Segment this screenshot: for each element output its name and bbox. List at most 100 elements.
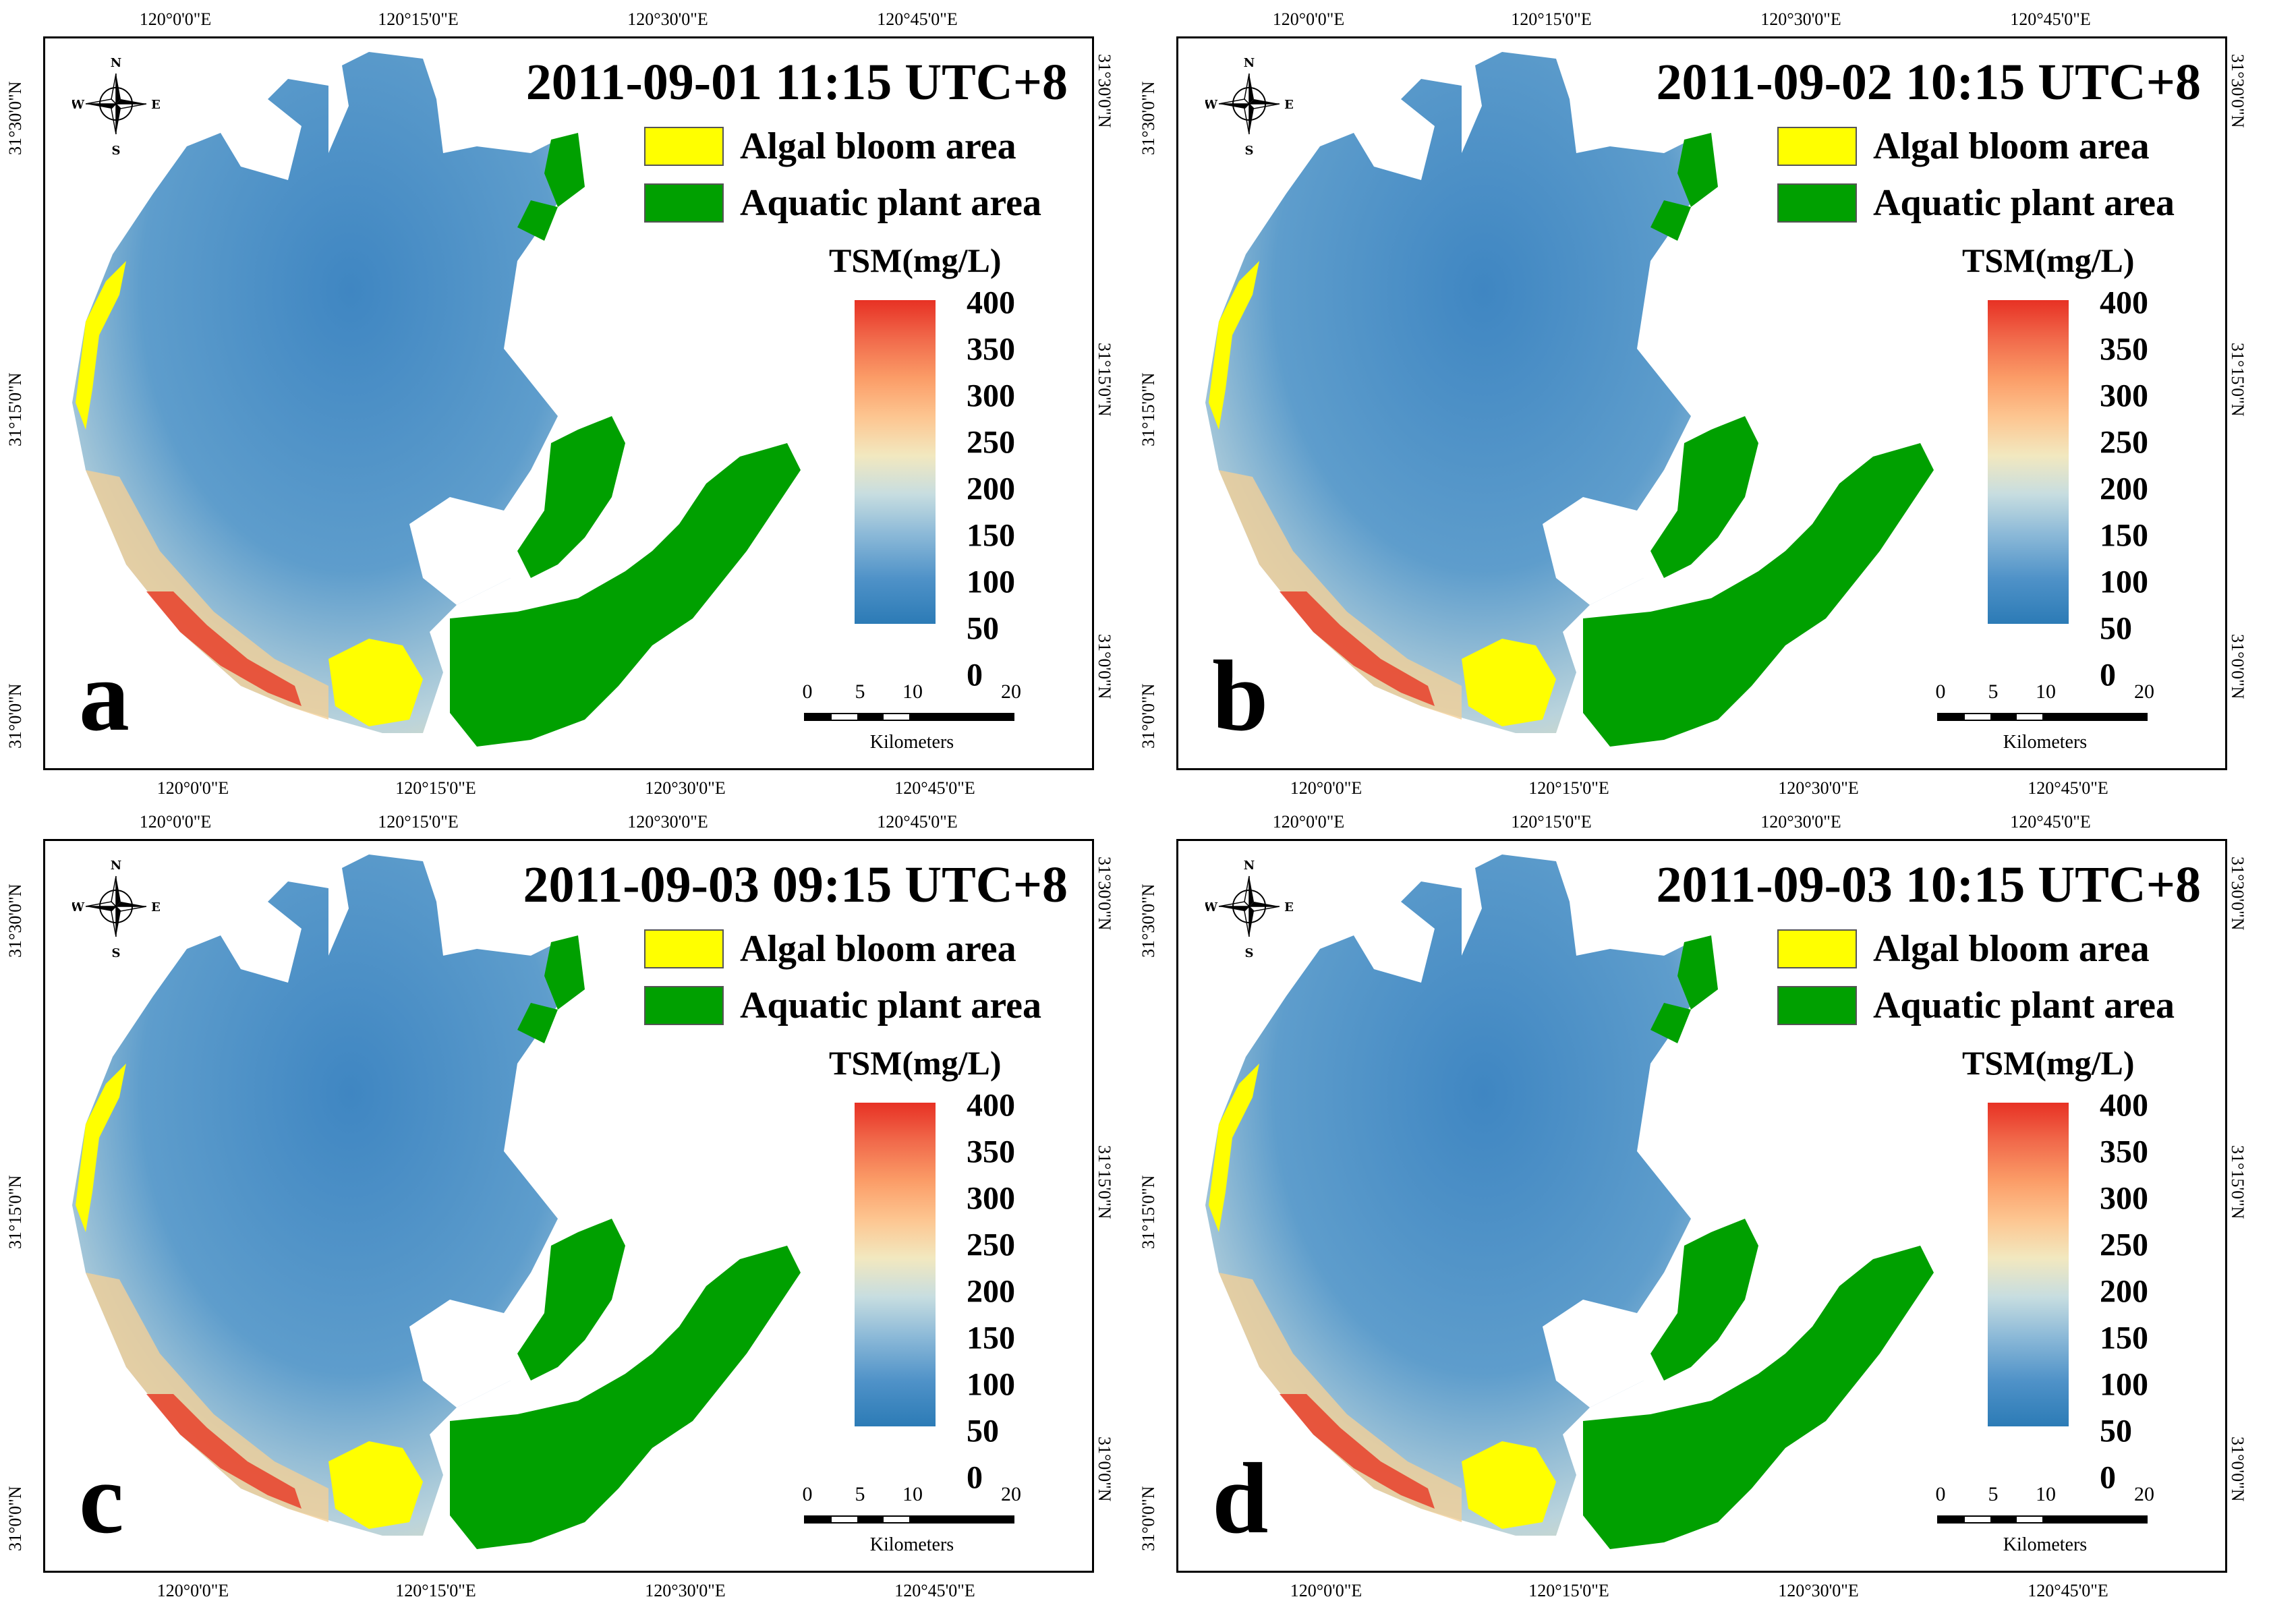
colorbar-label: 300 bbox=[967, 378, 1015, 414]
north-arrow-icon: N S E W bbox=[1205, 859, 1293, 960]
north-arrow-icon: N S E W bbox=[72, 859, 160, 960]
lake-map bbox=[72, 52, 801, 747]
scale-tick: 5 bbox=[1988, 680, 1999, 703]
north-arrow-icon: N S E W bbox=[1205, 56, 1293, 158]
aquatic-plant-strip bbox=[517, 200, 558, 241]
map-panel-b: 120°0'0"E 120°15'0"E 120°30'0"E 120°45'0… bbox=[1133, 0, 2247, 798]
lon-tick-top: 120°15'0"E bbox=[378, 812, 459, 832]
compass-n: N bbox=[111, 859, 121, 873]
lat-tick-left: 31°0'0"N bbox=[1139, 1486, 1158, 1551]
lake-south-edge bbox=[86, 1273, 328, 1522]
colorbar-label: 150 bbox=[967, 1320, 1015, 1356]
colorbar-title: TSM(mg/L) bbox=[829, 1044, 1002, 1082]
lat-tick-left: 31°15'0"N bbox=[5, 1175, 25, 1249]
lon-tick-top: 120°0'0"E bbox=[139, 9, 212, 29]
lon-tick-top: 120°45'0"E bbox=[877, 812, 958, 832]
high-tsm-shore bbox=[146, 591, 301, 706]
legend-algal-swatch bbox=[644, 127, 724, 166]
panel-letter: d bbox=[1212, 1443, 1269, 1555]
aquatic-plant-south bbox=[1583, 1246, 1934, 1549]
scale-tick: 10 bbox=[2036, 680, 2056, 703]
algal-bloom-south bbox=[328, 1441, 423, 1529]
legend-algal-label: Algal bloom area bbox=[1873, 125, 2150, 167]
panel-title: 2011-09-03 10:15 UTC+8 bbox=[1656, 857, 2202, 913]
aquatic-plant-bay bbox=[544, 935, 585, 1010]
lon-tick-bottom: 120°0'0"E bbox=[1290, 778, 1362, 798]
legend-plant: Aquatic plant area bbox=[1777, 984, 2175, 1027]
colorbar-label: 50 bbox=[967, 1413, 999, 1449]
lat-tick-right: 31°30'0"N bbox=[1095, 54, 1114, 128]
lat-tick-right: 31°0'0"N bbox=[1095, 634, 1114, 699]
legend-plant-swatch bbox=[644, 986, 724, 1025]
high-tsm-shore bbox=[1280, 591, 1435, 706]
lat-tick-left: 31°0'0"N bbox=[5, 683, 25, 749]
compass-s: S bbox=[1245, 144, 1254, 158]
lat-tick-left: 31°15'0"N bbox=[5, 372, 25, 446]
compass-e: E bbox=[151, 98, 160, 112]
colorbar-label: 250 bbox=[2100, 1227, 2148, 1263]
compass-s: S bbox=[112, 946, 121, 960]
lat-tick-left: 31°15'0"N bbox=[1139, 1175, 1158, 1249]
lat-tick-left: 31°0'0"N bbox=[1139, 683, 1158, 749]
algal-bloom-west bbox=[1209, 1064, 1259, 1232]
legend-algal: Algal bloom area bbox=[644, 927, 1016, 970]
compass-w: W bbox=[1205, 900, 1218, 915]
colorbar-title: TSM(mg/L) bbox=[1962, 1044, 2135, 1082]
scale-tick: 20 bbox=[1001, 1483, 1021, 1505]
legend-plant-label: Aquatic plant area bbox=[740, 182, 1041, 224]
island-white bbox=[409, 1273, 558, 1408]
colorbar-label: 350 bbox=[2100, 1134, 2148, 1170]
lake-map bbox=[1205, 52, 1934, 747]
colorbar-label: 400 bbox=[967, 1087, 1015, 1124]
colorbar-label: 50 bbox=[967, 610, 999, 647]
lon-tick-top: 120°30'0"E bbox=[1760, 812, 1841, 832]
scale-unit: Kilometers bbox=[2003, 1534, 2088, 1555]
legend-algal-swatch bbox=[1777, 929, 1857, 968]
aquatic-plant-east bbox=[1650, 416, 1758, 578]
scale-tick: 10 bbox=[902, 680, 923, 703]
scale-tick: 10 bbox=[2036, 1483, 2056, 1505]
legend-algal: Algal bloom area bbox=[1777, 927, 2150, 970]
panel-letter: b bbox=[1212, 640, 1269, 752]
legend-plant: Aquatic plant area bbox=[644, 181, 1041, 225]
scale-tick: 5 bbox=[855, 1483, 865, 1505]
lon-tick-bottom: 120°30'0"E bbox=[645, 778, 726, 798]
lat-tick-right: 31°15'0"N bbox=[2228, 1145, 2247, 1219]
legend-algal: Algal bloom area bbox=[644, 125, 1016, 168]
aquatic-plant-strip bbox=[1650, 1003, 1691, 1043]
lon-tick-bottom: 120°15'0"E bbox=[1528, 778, 1609, 798]
lat-tick-left: 31°0'0"N bbox=[5, 1486, 25, 1551]
legend-algal-swatch bbox=[1777, 127, 1857, 166]
algal-bloom-south bbox=[328, 639, 423, 726]
legend-plant-swatch bbox=[644, 183, 724, 223]
lon-tick-bottom: 120°30'0"E bbox=[645, 1581, 726, 1600]
colorbar-label: 350 bbox=[967, 331, 1015, 368]
lon-tick-top: 120°30'0"E bbox=[627, 9, 708, 29]
lat-tick-right: 31°15'0"N bbox=[2228, 343, 2247, 417]
colorbar-label: 100 bbox=[967, 564, 1015, 600]
scale-unit: Kilometers bbox=[869, 1534, 954, 1555]
legend-plant-swatch bbox=[1777, 183, 1857, 223]
scale-tick: 5 bbox=[855, 680, 865, 703]
algal-bloom-south bbox=[1462, 1441, 1556, 1529]
legend-algal-label: Algal bloom area bbox=[740, 125, 1016, 167]
aquatic-plant-strip bbox=[517, 1003, 558, 1043]
lon-tick-top: 120°15'0"E bbox=[1511, 9, 1592, 29]
colorbar-label: 100 bbox=[2100, 1366, 2148, 1403]
legend-plant: Aquatic plant area bbox=[1777, 181, 2175, 225]
lon-tick-top: 120°0'0"E bbox=[139, 812, 212, 832]
compass-w: W bbox=[72, 900, 85, 915]
legend-algal-label: Algal bloom area bbox=[740, 928, 1016, 970]
lon-tick-top: 120°45'0"E bbox=[2010, 812, 2091, 832]
lon-tick-bottom: 120°45'0"E bbox=[2028, 778, 2108, 798]
aquatic-plant-bay bbox=[1677, 133, 1718, 207]
scale-tick: 10 bbox=[902, 1483, 923, 1505]
map-frame: N S E W 2011-09-03 09:15 UTC+8 Algal blo… bbox=[43, 839, 1094, 1573]
legend-algal: Algal bloom area bbox=[1777, 125, 2150, 168]
scale-tick: 20 bbox=[2134, 1483, 2154, 1505]
colorbar-label: 200 bbox=[2100, 471, 2148, 507]
legend-plant-label: Aquatic plant area bbox=[1873, 985, 2175, 1026]
colorbar-label: 0 bbox=[967, 1459, 983, 1496]
aquatic-plant-bay bbox=[544, 133, 585, 207]
lon-tick-bottom: 120°45'0"E bbox=[2028, 1581, 2108, 1600]
